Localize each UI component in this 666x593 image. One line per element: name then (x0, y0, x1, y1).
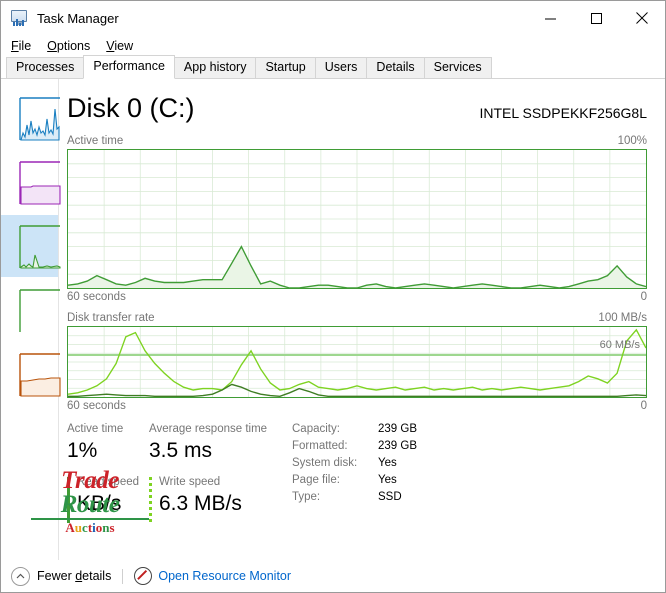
detail-row: Page file: Yes (292, 473, 417, 490)
stat-active-time: Active time 1% (67, 422, 149, 465)
stat-read-speed: Read speed KB/s (67, 475, 149, 523)
window-title: Task Manager (37, 10, 119, 26)
transfer-axis-left: 60 seconds (67, 400, 126, 412)
page-title: Disk 0 (C:) (67, 93, 195, 123)
detail-value-formatted: 239 GB (378, 440, 417, 452)
detail-row: Formatted: 239 GB (292, 439, 417, 456)
active-time-graph-labels: Active time 100% (67, 135, 647, 147)
detail-row: Capacity: 239 GB (292, 422, 417, 439)
disk-model-label: INTEL SSDPEKKF256G8L (479, 105, 647, 121)
tab-users[interactable]: Users (314, 57, 368, 79)
sidebar-item-ethernet[interactable] (1, 343, 61, 405)
disk-performance-panel: Disk 0 (C:) INTEL SSDPEKKF256G8L Active … (59, 79, 665, 560)
sidebar-item-disk-0[interactable] (1, 215, 61, 277)
transfer-graph-labels: Disk transfer rate 100 MB/s (67, 312, 647, 324)
tab-app-history[interactable]: App history (173, 57, 257, 79)
active-time-graph (67, 149, 647, 289)
transfer-marker-label: 60 MB/s (599, 339, 640, 351)
task-manager-icon (11, 9, 29, 27)
transfer-rate-graph: 60 MB/s (67, 326, 647, 398)
stat-read-speed-value: KB/s (77, 492, 122, 515)
memory-thumbnail-icon (19, 161, 61, 205)
active-time-axis: 60 seconds 0 (67, 291, 647, 303)
minimize-button[interactable] (527, 1, 573, 35)
detail-key-capacity: Capacity: (292, 423, 340, 435)
tab-startup[interactable]: Startup (255, 57, 316, 79)
stats-left: Active time 1% Average response time 3.5… (67, 422, 284, 523)
active-time-axis-left: 60 seconds (67, 291, 126, 303)
fewer-details-button[interactable]: Fewer details (37, 569, 112, 583)
detail-key-type: Type: (292, 491, 321, 503)
tab-processes[interactable]: Processes (6, 57, 85, 79)
resource-monitor-icon (134, 567, 153, 585)
stats-area: Active time 1% Average response time 3.5… (67, 422, 647, 523)
content-area: Disk 0 (C:) INTEL SSDPEKKF256G8L Active … (1, 79, 665, 560)
stat-read-speed-label: Read speed (77, 476, 140, 488)
stat-write-speed-value: 6.3 MB/s (159, 492, 242, 515)
detail-value-page-file: Yes (378, 474, 397, 486)
stat-response-time-label: Average response time (149, 423, 268, 435)
close-button[interactable] (619, 1, 665, 35)
detail-key-system-disk: System disk: (292, 457, 358, 469)
tab-details[interactable]: Details (366, 57, 425, 79)
footer-separator (122, 568, 124, 584)
stat-write-speed-label: Write speed (159, 476, 221, 488)
performance-sidebar (1, 79, 61, 560)
menu-file[interactable]: FFileile (11, 39, 32, 53)
active-time-graph-max: 100% (617, 135, 647, 147)
disk0-thumbnail-icon (19, 225, 61, 269)
active-time-axis-right: 0 (640, 291, 647, 303)
transfer-graph-max: 100 MB/s (598, 312, 647, 324)
stat-active-time-value: 1% (67, 439, 98, 462)
tab-strip: Processes Performance App history Startu… (1, 55, 665, 79)
disk1-thumbnail-icon (19, 289, 61, 333)
detail-value-type: SSD (378, 491, 402, 503)
sidebar-item-memory[interactable] (1, 151, 61, 213)
chevron-up-icon[interactable] (11, 566, 30, 586)
transfer-axis-right: 0 (640, 400, 647, 412)
menu-view[interactable]: View (106, 39, 134, 53)
detail-row: System disk: Yes (292, 456, 417, 473)
active-time-graph-title: Active time (67, 135, 124, 147)
read-speed-legend-icon (67, 477, 70, 523)
transfer-graph-title: Disk transfer rate (67, 312, 155, 324)
sidebar-item-disk-1[interactable] (1, 279, 61, 341)
detail-key-formatted: Formatted: (292, 440, 348, 452)
panel-header: Disk 0 (C:) INTEL SSDPEKKF256G8L (67, 79, 647, 125)
open-resource-monitor-link[interactable]: Open Resource Monitor (158, 569, 292, 583)
window-controls (527, 1, 665, 35)
stat-response-time: Average response time 3.5 ms (149, 422, 284, 465)
tab-performance[interactable]: Performance (83, 55, 175, 79)
title-bar: Task Manager (1, 1, 665, 35)
detail-value-system-disk: Yes (378, 457, 397, 469)
detail-row: Type: SSD (292, 490, 417, 507)
stat-response-time-value: 3.5 ms (149, 439, 213, 462)
maximize-button[interactable] (573, 1, 619, 35)
detail-value-capacity: 239 GB (378, 423, 417, 435)
footer-bar: Fewer details Open Resource Monitor (1, 560, 665, 592)
transfer-axis: 60 seconds 0 (67, 400, 647, 412)
menu-options[interactable]: Options (47, 39, 91, 53)
disk-details: Capacity: 239 GB Formatted: 239 GB Syste… (292, 422, 417, 523)
speed-row: Read speed KB/s Write speed 6.3 MB/s (67, 475, 284, 523)
detail-key-page-file: Page file: (292, 474, 340, 486)
menu-bar: FFileile Options View (1, 35, 665, 57)
stat-write-speed: Write speed 6.3 MB/s (149, 475, 284, 523)
write-speed-legend-icon (149, 477, 152, 523)
stat-active-time-label: Active time (67, 423, 124, 435)
tab-services[interactable]: Services (423, 57, 492, 79)
cpu-thumbnail-icon (19, 97, 61, 141)
sidebar-item-cpu[interactable] (1, 87, 61, 149)
ethernet-thumbnail-icon (19, 353, 61, 397)
